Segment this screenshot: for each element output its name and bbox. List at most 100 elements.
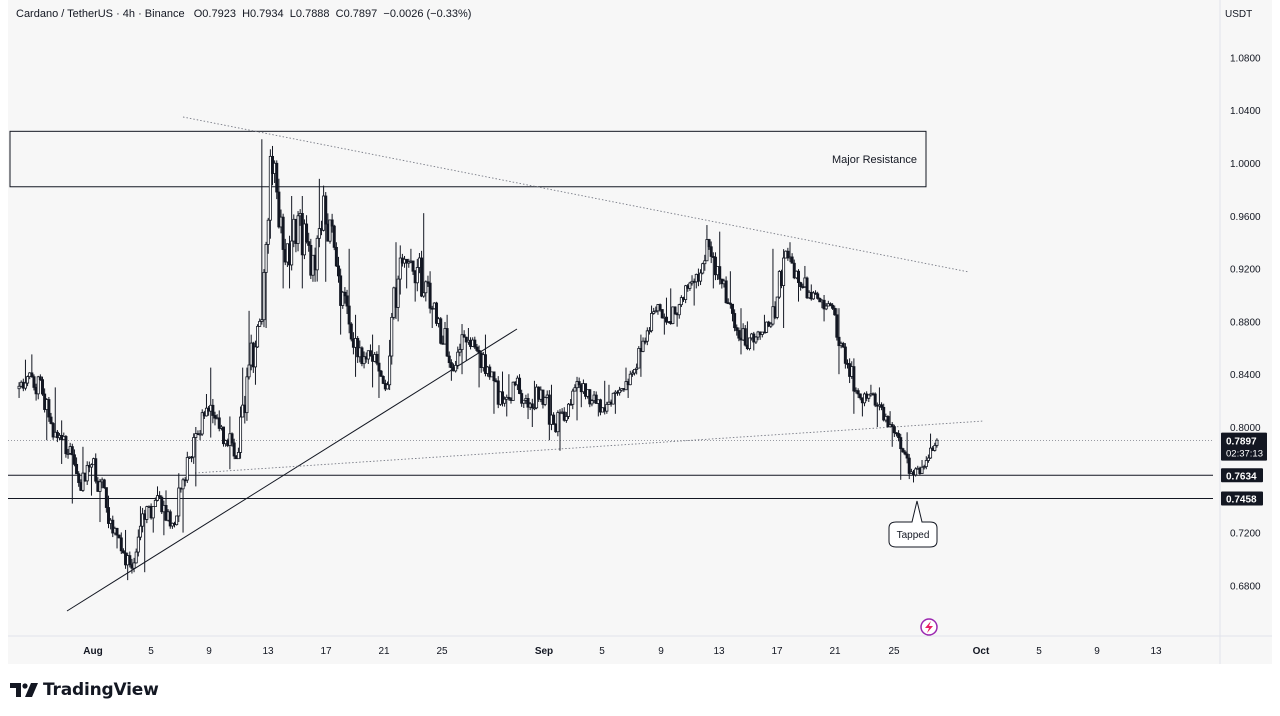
x-axis-tick: 25	[436, 646, 448, 657]
candle	[924, 456, 928, 470]
candle	[520, 389, 524, 407]
candle	[748, 337, 752, 351]
candle	[633, 368, 637, 376]
candle	[688, 281, 692, 291]
symbol-name[interactable]: Cardano / TetherUS · 4h · Binance	[16, 8, 185, 20]
candle	[264, 241, 268, 328]
candle	[151, 506, 155, 533]
candle	[379, 369, 383, 377]
candle	[647, 327, 651, 335]
candle	[204, 394, 208, 417]
candle	[102, 478, 106, 489]
candle	[673, 306, 677, 315]
candle	[645, 327, 649, 346]
candle	[511, 381, 515, 401]
candle	[643, 337, 647, 345]
tradingview-logo-icon	[10, 683, 38, 697]
candle	[567, 402, 571, 420]
x-axis-tick: Aug	[83, 646, 102, 657]
y-axis-tick: 0.8800	[1230, 317, 1261, 328]
candle	[155, 486, 159, 502]
candle	[713, 252, 717, 281]
candle	[547, 390, 551, 441]
candle	[119, 532, 123, 554]
candle	[679, 295, 683, 308]
candle	[17, 382, 21, 398]
lightning-icon[interactable]	[920, 618, 938, 636]
y-axis-tick: 0.7200	[1230, 529, 1261, 540]
lower-trendline[interactable]	[194, 420, 985, 474]
candle	[897, 430, 901, 442]
candle	[743, 325, 747, 347]
candle	[36, 375, 40, 400]
candle	[66, 448, 70, 459]
candle	[907, 454, 911, 480]
candle	[905, 432, 909, 464]
y-axis-tick: 1.0800	[1230, 53, 1261, 64]
candle	[703, 254, 707, 271]
candle	[588, 388, 592, 408]
candle	[735, 324, 739, 336]
candle	[132, 557, 136, 573]
candle	[232, 438, 236, 460]
candle	[454, 360, 458, 373]
candle	[258, 318, 262, 327]
y-axis-tick: 0.6800	[1230, 581, 1261, 592]
candle	[49, 412, 53, 425]
candle	[718, 231, 722, 285]
candle	[324, 192, 328, 282]
candle	[360, 346, 364, 367]
bar-countdown: 02:37:13	[1226, 449, 1263, 460]
candle	[75, 457, 79, 475]
chart-panel[interactable]: Major Resistance 1.0800 1.0400 1.0000 0.960…	[8, 0, 1272, 664]
candle	[268, 149, 272, 239]
candle	[217, 410, 221, 432]
candle	[341, 290, 345, 309]
candle	[256, 324, 260, 348]
symbol-legend[interactable]: Cardano / TetherUS · 4h · Binance O0.792…	[16, 8, 471, 20]
candle	[805, 276, 809, 300]
candle	[236, 447, 240, 460]
candle	[332, 224, 336, 251]
ascending-trendline[interactable]	[66, 328, 518, 612]
candle	[60, 420, 64, 464]
tapped-callout[interactable]: Tapped	[888, 500, 938, 548]
tradingview-logo-text: TradingView	[43, 680, 159, 700]
candle	[728, 271, 732, 309]
candle	[136, 529, 140, 557]
candle	[492, 371, 496, 414]
candle	[843, 343, 847, 369]
level-price-tag[interactable]: 0.7458	[1221, 491, 1263, 506]
candle	[192, 433, 196, 464]
resistance-zone[interactable]	[9, 130, 927, 188]
candle	[899, 433, 903, 480]
x-axis-tick: 13	[713, 646, 725, 657]
current-price-value: 0.7897	[1226, 437, 1257, 448]
currency-label[interactable]: USDT	[1225, 9, 1253, 20]
candle	[922, 464, 926, 470]
x-axis-tick: 5	[1036, 646, 1042, 657]
candle	[277, 178, 281, 229]
y-axis-tick: 0.8000	[1230, 423, 1261, 434]
candle	[420, 250, 424, 298]
candle	[190, 455, 194, 463]
candle	[305, 215, 309, 244]
chart-canvas[interactable]: Major Resistance 1.0800 1.0400 1.0000 0.960…	[8, 0, 1272, 664]
candle	[500, 371, 504, 407]
candle	[213, 411, 217, 426]
level-price-tag[interactable]: 0.7634	[1221, 468, 1263, 483]
candle	[337, 256, 341, 283]
candle	[543, 396, 547, 407]
candle	[247, 310, 251, 380]
candle	[70, 443, 74, 504]
descending-trendline[interactable]	[182, 116, 970, 273]
candle	[385, 381, 389, 390]
candle	[882, 403, 886, 422]
candle	[701, 262, 705, 275]
candle	[23, 359, 27, 391]
candle	[160, 495, 164, 515]
candle	[503, 396, 507, 407]
candle	[530, 398, 534, 427]
candle	[724, 276, 728, 304]
